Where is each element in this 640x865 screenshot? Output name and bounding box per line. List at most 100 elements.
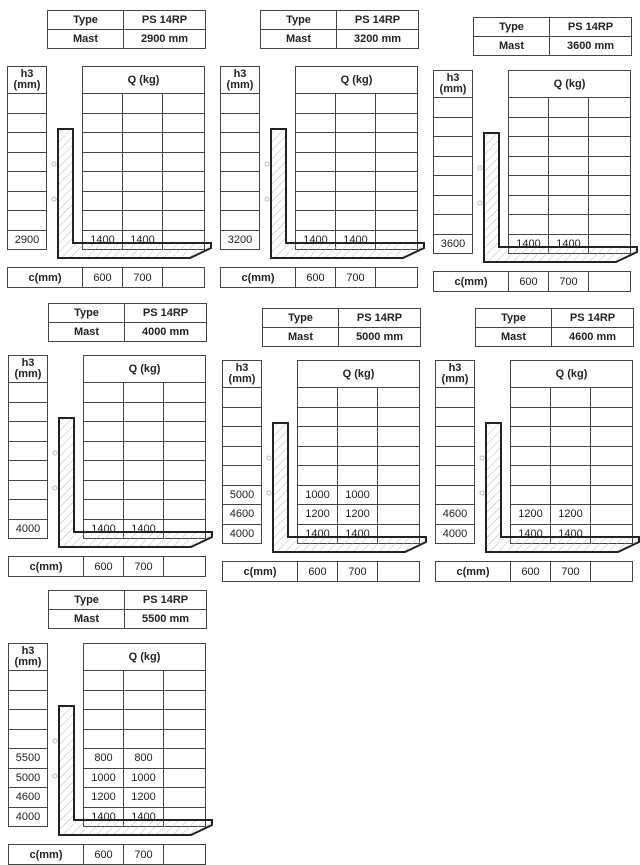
fork-diagram (479, 422, 640, 553)
c-value: 600 (82, 267, 123, 288)
c-value (377, 561, 420, 582)
type-value: PS 14RP (551, 308, 634, 328)
h3-label: h3 (446, 72, 460, 84)
type-label: Type (475, 308, 552, 328)
c-table: c(mm) 600 700 (433, 271, 631, 292)
h3-label: h3 (21, 645, 35, 657)
c-table: c(mm) 600 700 (435, 561, 633, 582)
mast-value: 2900 mm (123, 29, 206, 49)
c-table: c(mm) 600 700 (8, 556, 206, 577)
fork-shape (58, 705, 213, 836)
mast-value: 4600 mm (551, 327, 634, 347)
type-value: PS 14RP (336, 10, 419, 30)
c-table: c(mm) 600 700 (220, 267, 418, 288)
mast-value: 3200 mm (336, 29, 419, 49)
h3-cell: 3600 (433, 233, 473, 254)
mast-label: Mast (47, 29, 124, 49)
mast-label: Mast (48, 322, 125, 342)
h3-label: h3 (21, 357, 35, 369)
mast-value: 3600 mm (549, 36, 632, 56)
type-mast-table: Type PS 14RP Mast 4600 mm (475, 308, 634, 347)
c-value: 700 (123, 556, 164, 577)
mast-label: Mast (262, 327, 339, 347)
h3-cell: 2900 (7, 229, 47, 250)
h3-cell: 4000 (8, 518, 48, 539)
c-label: c(mm) (222, 561, 298, 582)
type-mast-table: Type PS 14RP Mast 3200 mm (260, 10, 419, 49)
h3-unit: (mm) (439, 83, 467, 95)
h3-table: h3 (mm) 4000 (8, 355, 48, 539)
h3-unit: (mm) (14, 368, 42, 380)
q-header: Q (kg) (81, 66, 206, 94)
type-mast-table: Type PS 14RP Mast 4000 mm (48, 303, 207, 342)
fork-shape (270, 128, 425, 259)
c-label: c(mm) (220, 267, 296, 288)
fork-shape (272, 422, 427, 553)
h3-cell: 5500 (8, 748, 48, 769)
q-header: Q (kg) (294, 66, 419, 94)
type-mast-table: Type PS 14RP Mast 5000 mm (262, 308, 421, 347)
mast-value: 5500 mm (124, 609, 207, 629)
q-header: Q (kg) (507, 70, 632, 98)
h3-table: h3 (mm) 5000 4600 4000 (222, 360, 262, 544)
fork-diagram (51, 128, 212, 259)
h3-table: h3 (mm) 2900 (7, 66, 47, 250)
h3-unit: (mm) (441, 373, 469, 385)
fork-shape (485, 422, 640, 553)
h3-cell: 4000 (222, 523, 262, 544)
c-label: c(mm) (433, 271, 509, 292)
q-header: Q (kg) (82, 643, 207, 671)
c-label: c(mm) (435, 561, 511, 582)
h3-header: h3 (mm) (8, 643, 48, 671)
fork-shape (57, 128, 212, 259)
h3-unit: (mm) (228, 373, 256, 385)
type-value: PS 14RP (549, 17, 632, 37)
h3-label: h3 (235, 362, 249, 374)
q-table: Q (kg) 800 800 1000 1000 1200 1200 1400 1400 (82, 643, 207, 827)
h3-unit: (mm) (14, 656, 42, 668)
h3-label: h3 (233, 68, 247, 80)
h3-header: h3 (mm) (8, 355, 48, 383)
type-value: PS 14RP (124, 303, 207, 323)
c-value: 600 (295, 267, 336, 288)
h3-table: h3 (mm) 3200 (220, 66, 260, 250)
type-mast-table: Type PS 14RP Mast 5500 mm (48, 590, 207, 629)
h3-header: h3 (mm) (433, 70, 473, 98)
c-value: 700 (122, 267, 163, 288)
q-cell: 1000 (83, 767, 124, 788)
fork-diagram (477, 132, 638, 263)
c-table: c(mm) 600 700 (7, 267, 205, 288)
q-cell: 1000 (297, 484, 338, 505)
c-value: 700 (548, 271, 589, 292)
fork-diagram (52, 417, 213, 548)
mast-label: Mast (475, 327, 552, 347)
mast-value: 5000 mm (338, 327, 421, 347)
h3-unit: (mm) (226, 79, 254, 91)
q-table: Q (kg) 1400 1400 (507, 70, 632, 254)
h3-header: h3 (mm) (7, 66, 47, 94)
type-value: PS 14RP (338, 308, 421, 328)
h3-label: h3 (448, 362, 462, 374)
type-label: Type (262, 308, 339, 328)
q-cell: 1000 (123, 767, 164, 788)
q-table: Q (kg) 1000 1000 1200 1200 1400 1400 (296, 360, 421, 544)
c-table: c(mm) 600 700 (8, 844, 206, 865)
q-table: Q (kg) 1400 1400 (82, 355, 207, 539)
c-value (375, 267, 418, 288)
h3-cell: 4600 (8, 787, 48, 808)
mast-label: Mast (260, 29, 337, 49)
c-table: c(mm) 600 700 (222, 561, 420, 582)
type-mast-table: Type PS 14RP Mast 3600 mm (473, 17, 632, 56)
h3-cell: 3200 (220, 229, 260, 250)
type-label: Type (260, 10, 337, 30)
c-label: c(mm) (8, 556, 84, 577)
c-value: 600 (297, 561, 338, 582)
h3-header: h3 (mm) (220, 66, 260, 94)
h3-unit: (mm) (13, 79, 41, 91)
c-value: 700 (337, 561, 378, 582)
c-value: 700 (335, 267, 376, 288)
q-header: Q (kg) (296, 360, 421, 388)
q-cell: 1200 (123, 787, 164, 808)
c-value (588, 271, 631, 292)
c-value: 600 (83, 556, 124, 577)
